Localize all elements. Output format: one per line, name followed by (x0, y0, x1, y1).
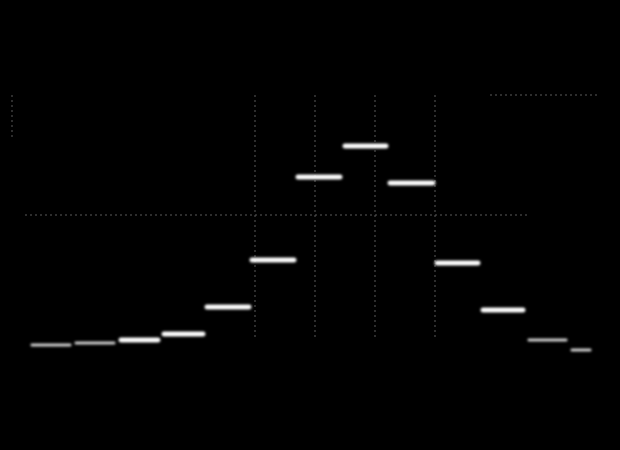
page (0, 0, 620, 450)
oscilloscope-photo (0, 0, 620, 450)
screen (0, 0, 620, 450)
